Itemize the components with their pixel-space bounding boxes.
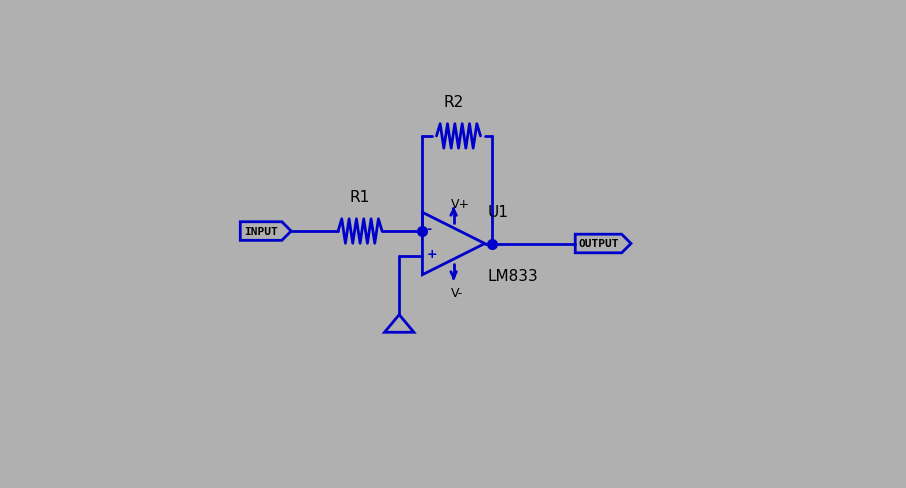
Text: V-: V- bbox=[451, 287, 463, 300]
Text: INPUT: INPUT bbox=[245, 226, 278, 237]
Text: R2: R2 bbox=[443, 95, 464, 110]
Text: -: - bbox=[427, 223, 431, 236]
Text: LM833: LM833 bbox=[487, 268, 538, 283]
Text: V+: V+ bbox=[451, 198, 470, 211]
Text: U1: U1 bbox=[487, 205, 508, 220]
Text: R1: R1 bbox=[350, 190, 371, 205]
Text: OUTPUT: OUTPUT bbox=[578, 239, 619, 249]
Text: +: + bbox=[427, 247, 437, 261]
